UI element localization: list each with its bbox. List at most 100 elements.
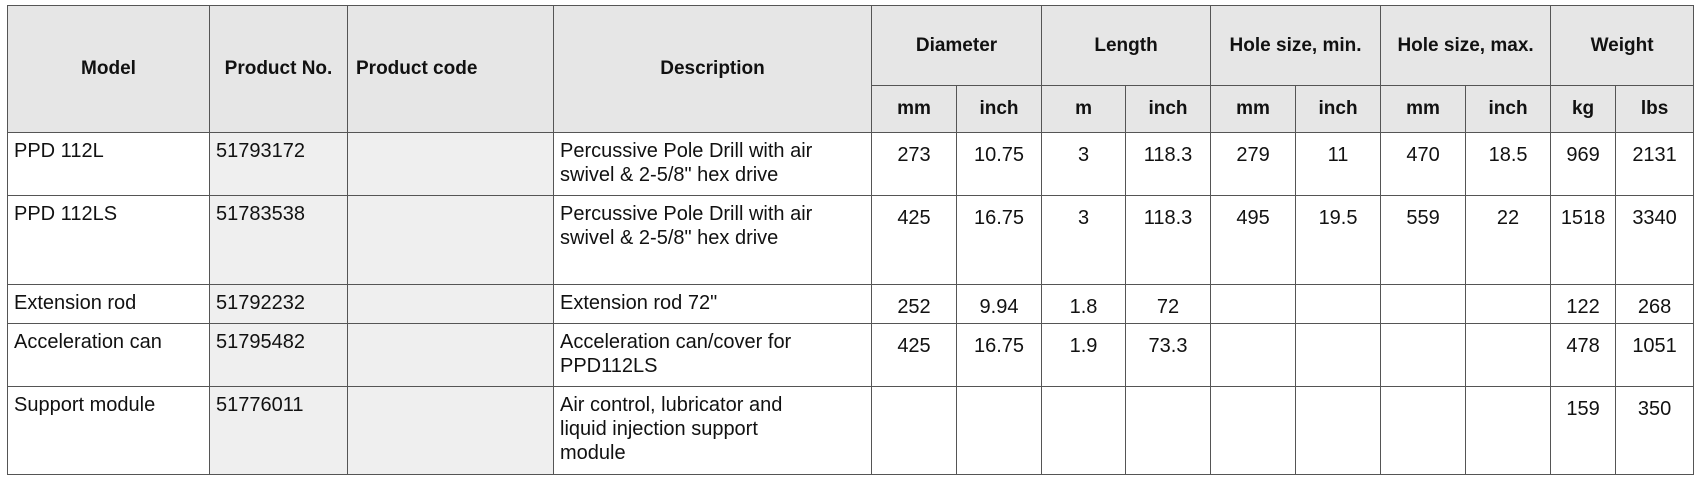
- cell-text: 51776011: [216, 394, 304, 416]
- value-cell: 478: [1550, 323, 1617, 387]
- cell-text: 73.3: [1148, 335, 1188, 357]
- description-line: swivel & 2-5/8" hex drive: [560, 227, 779, 249]
- column-header: Description: [553, 5, 872, 133]
- cell-text: 495: [1236, 207, 1270, 229]
- cell-text: 3: [1077, 144, 1090, 166]
- value-cell: [1295, 284, 1382, 324]
- cell-text: 18.5: [1488, 144, 1528, 166]
- value-cell: [1210, 323, 1297, 387]
- value-cell: 470: [1380, 132, 1467, 196]
- value-cell: 350: [1615, 386, 1695, 475]
- value-cell: 19.5: [1295, 195, 1382, 285]
- unit-header: m: [1041, 85, 1127, 133]
- cell-text: 1.9: [1069, 335, 1098, 357]
- cell-text: 1518: [1560, 207, 1606, 229]
- value-cell: [955, 386, 1043, 475]
- group-header: Hole size, max.: [1380, 5, 1552, 86]
- value-cell: 252: [871, 284, 957, 324]
- product-no-cell: 51783538: [209, 195, 348, 285]
- value-cell: 22: [1465, 195, 1552, 285]
- cell-text: 268: [1637, 296, 1672, 318]
- model-cell: Support module: [7, 386, 210, 475]
- value-cell: 159: [1550, 386, 1617, 475]
- cell-text: 2131: [1632, 144, 1677, 166]
- cell-text: PPD 112LS: [14, 203, 118, 225]
- cell-text: 425: [897, 207, 931, 229]
- group-header: Diameter: [870, 5, 1043, 86]
- cell-text: 51792232: [216, 292, 305, 314]
- cell-text: PPD 112L: [14, 140, 104, 162]
- value-cell: [1295, 386, 1382, 475]
- cell-text: 470: [1406, 144, 1440, 166]
- unit-header: inch: [1125, 85, 1212, 133]
- header-row: Model Product No. Product code Description D…: [7, 5, 1695, 133]
- value-cell: 559: [1380, 195, 1467, 285]
- description-line: module: [560, 442, 626, 464]
- cell-text: 252: [897, 296, 931, 318]
- column-header: Product No.: [209, 5, 348, 133]
- cell-text: Hole size, max.: [1397, 34, 1534, 56]
- model-cell: PPD 112LS: [7, 195, 210, 285]
- product-code-cell: [347, 195, 554, 285]
- unit-header: mm: [1380, 85, 1467, 133]
- cell-text: 9.94: [979, 296, 1019, 318]
- model-cell: Extension rod: [7, 284, 210, 324]
- cell-text: 118.3: [1143, 207, 1193, 229]
- unit-header: kg: [1550, 85, 1617, 133]
- product-code-cell: [347, 323, 554, 387]
- product-no-cell: 51792232: [209, 284, 348, 324]
- cell-text: m: [1075, 98, 1092, 119]
- unit-header: lbs: [1615, 85, 1695, 133]
- value-cell: 279: [1210, 132, 1297, 196]
- value-cell: 1.8: [1041, 284, 1127, 324]
- cell-text: 11: [1327, 144, 1349, 166]
- data-row: Extension rod 51792232 Extension rod 72" 25…: [7, 284, 1695, 324]
- unit-header: inch: [1295, 85, 1382, 133]
- description-line: Percussive Pole Drill with air: [560, 203, 813, 225]
- value-cell: 11: [1295, 132, 1382, 196]
- description-cell: Percussive Pole Drill with air swivel & 2…: [553, 132, 872, 196]
- cell-text: 16.75: [973, 335, 1025, 357]
- data-row: PPD 112LS 51783538 Percussive Pole Drill w…: [7, 195, 1695, 285]
- product-table: Model Product No. Product code Description D…: [7, 5, 1695, 475]
- cell-text: 51793172: [216, 140, 305, 162]
- cell-text: inch: [1488, 98, 1528, 119]
- value-cell: 2131: [1615, 132, 1695, 196]
- value-cell: 969: [1550, 132, 1617, 196]
- description-line: liquid injection support: [560, 418, 758, 440]
- value-cell: 18.5: [1465, 132, 1552, 196]
- data-row: Acceleration can 51795482 Acceleration can…: [7, 323, 1695, 387]
- cell-text: 969: [1566, 144, 1600, 166]
- product-code-cell: [347, 284, 554, 324]
- description-cell: Air control, lubricator and liquid inject…: [553, 386, 872, 475]
- cell-text: 559: [1406, 207, 1440, 229]
- product-no-cell: 51776011: [209, 386, 348, 475]
- cell-text: 22: [1496, 207, 1520, 229]
- cell-text: Product code: [356, 58, 478, 79]
- data-row: Support module 51776011 Air control, lubri…: [7, 386, 1695, 475]
- cell-text: Extension rod: [14, 292, 137, 314]
- cell-text: Acceleration can: [14, 331, 162, 353]
- cell-text: 279: [1236, 144, 1270, 166]
- value-cell: 3: [1041, 132, 1127, 196]
- cell-text: Weight: [1590, 34, 1654, 56]
- cell-text: 425: [897, 335, 931, 357]
- description-cell: Acceleration can/cover for PPD112LS: [553, 323, 872, 387]
- description-cell: Extension rod 72": [553, 284, 872, 324]
- description-line: Air control, lubricator and: [560, 394, 783, 416]
- cell-text: 19.5: [1318, 207, 1358, 229]
- value-cell: [1465, 284, 1552, 324]
- cell-text: inch: [1318, 98, 1358, 119]
- cell-text: 122: [1566, 296, 1600, 318]
- value-cell: 1.9: [1041, 323, 1127, 387]
- cell-text: 118.3: [1143, 144, 1193, 166]
- cell-text: mm: [897, 98, 931, 119]
- cell-text: 1051: [1632, 335, 1677, 357]
- product-code-cell: [347, 386, 554, 475]
- value-cell: 118.3: [1125, 195, 1212, 285]
- cell-text: 159: [1566, 398, 1600, 420]
- value-cell: [1380, 284, 1467, 324]
- column-header: Product code: [347, 5, 554, 133]
- unit-header: mm: [871, 85, 957, 133]
- cell-text: 3340: [1632, 207, 1677, 229]
